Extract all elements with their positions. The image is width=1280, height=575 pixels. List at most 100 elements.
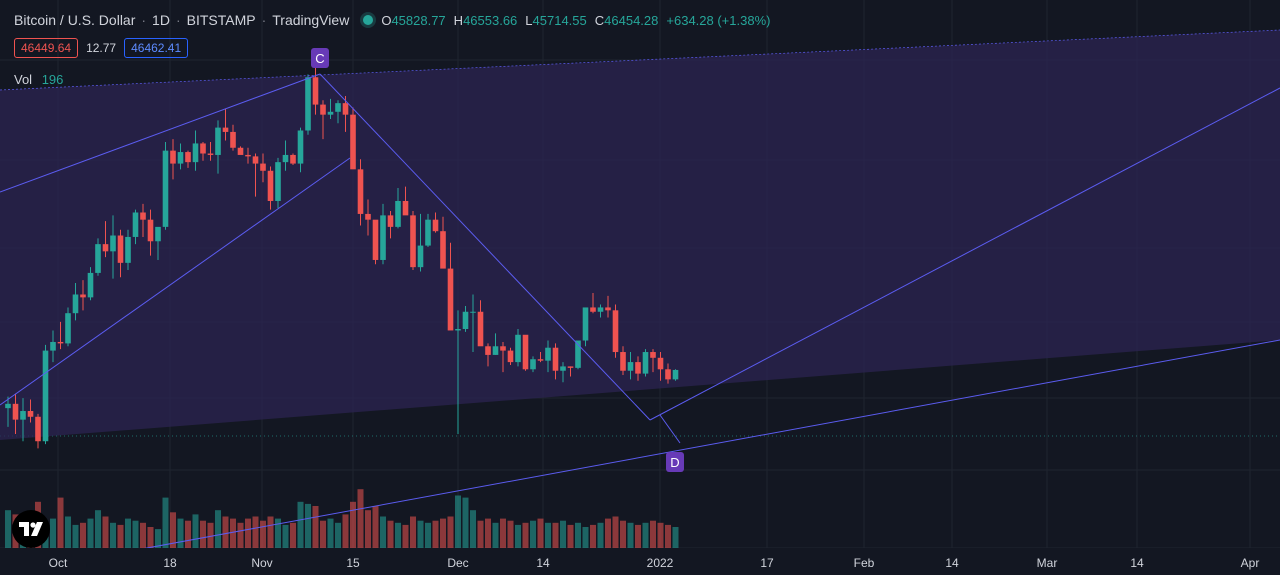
candle-body[interactable] <box>492 346 499 355</box>
candle-body[interactable] <box>567 366 574 368</box>
candle-body[interactable] <box>440 231 446 269</box>
candle-body[interactable] <box>320 104 326 115</box>
candle-body[interactable] <box>477 311 484 347</box>
candle-body[interactable] <box>560 366 566 371</box>
candle-body[interactable] <box>5 403 11 409</box>
candle-body[interactable] <box>627 362 634 371</box>
pattern-line[interactable] <box>0 29 1280 91</box>
interval-label[interactable]: 1D <box>152 12 170 28</box>
candle-body[interactable] <box>350 114 356 170</box>
candle-body[interactable] <box>297 130 304 164</box>
candle-body[interactable] <box>402 200 409 216</box>
pattern-line[interactable] <box>659 414 681 444</box>
candle-body[interactable] <box>42 350 49 442</box>
candle-body[interactable] <box>432 219 439 232</box>
candle-body[interactable] <box>620 352 626 371</box>
candle-body[interactable] <box>545 347 551 361</box>
candle-body[interactable] <box>582 307 589 341</box>
candle-body[interactable] <box>305 77 311 131</box>
candle-body[interactable] <box>665 369 671 380</box>
candle-body[interactable] <box>222 127 229 132</box>
candle-body[interactable] <box>132 212 139 237</box>
candle-body[interactable] <box>395 200 401 227</box>
candle-body[interactable] <box>155 226 161 242</box>
candle-body[interactable] <box>245 154 251 157</box>
candle-body[interactable] <box>162 150 169 227</box>
pattern-label-c[interactable]: C <box>311 48 329 68</box>
candle-body[interactable] <box>282 154 289 163</box>
candle-body[interactable] <box>605 307 611 311</box>
candle-body[interactable] <box>372 219 379 260</box>
symbol-name[interactable]: Bitcoin / U.S. Dollar <box>14 12 136 28</box>
candle-body[interactable] <box>35 416 41 442</box>
candle-body[interactable] <box>57 341 64 344</box>
candle-body[interactable] <box>230 131 236 148</box>
candle-body[interactable] <box>237 147 244 155</box>
candle-body[interactable] <box>117 235 124 263</box>
candle-body[interactable] <box>530 359 536 370</box>
candle-body[interactable] <box>342 103 349 115</box>
candle-body[interactable] <box>327 111 334 115</box>
candle-body[interactable] <box>507 350 514 363</box>
candle-body[interactable] <box>552 347 559 371</box>
pattern-line[interactable] <box>0 339 1280 575</box>
candle-body[interactable] <box>470 311 476 313</box>
candle-body[interactable] <box>102 244 109 252</box>
candle-body[interactable] <box>170 150 176 164</box>
candle-body[interactable] <box>80 294 86 298</box>
candle-body[interactable] <box>522 334 529 370</box>
candle-body[interactable] <box>50 341 56 351</box>
candle-body[interactable] <box>642 352 649 374</box>
pattern-line[interactable] <box>649 87 1280 421</box>
candle-body[interactable] <box>365 213 371 220</box>
candle-body[interactable] <box>125 236 131 263</box>
candle-body[interactable] <box>380 215 386 260</box>
pattern-line[interactable] <box>0 157 351 406</box>
candle-body[interactable] <box>20 411 26 420</box>
candle-body[interactable] <box>215 127 221 155</box>
pattern-line[interactable] <box>0 73 321 193</box>
candle-body[interactable] <box>110 235 116 252</box>
candle-body[interactable] <box>95 244 101 273</box>
candle-body[interactable] <box>417 245 424 268</box>
sell-price-button[interactable]: 46449.64 <box>14 38 79 58</box>
candle-body[interactable] <box>672 369 679 380</box>
candle-body[interactable] <box>140 212 146 220</box>
candle-body[interactable] <box>147 219 154 242</box>
candle-body[interactable] <box>590 307 596 312</box>
candle-body[interactable] <box>12 403 19 420</box>
candle-body[interactable] <box>387 215 394 227</box>
candle-body[interactable] <box>267 170 274 201</box>
candle-body[interactable] <box>485 346 491 355</box>
candle-body[interactable] <box>207 153 214 155</box>
candle-body[interactable] <box>447 268 454 331</box>
candle-body[interactable] <box>575 340 581 368</box>
candle-body[interactable] <box>192 143 199 163</box>
candle-body[interactable] <box>312 77 319 105</box>
candle-body[interactable] <box>635 362 641 374</box>
candle-body[interactable] <box>200 143 206 154</box>
candle-body[interactable] <box>455 329 461 331</box>
candle-body[interactable] <box>612 310 619 353</box>
pattern-label-d[interactable]: D <box>666 452 684 472</box>
candle-body[interactable] <box>410 215 416 268</box>
candle-body[interactable] <box>500 346 506 351</box>
candle-body[interactable] <box>185 152 191 163</box>
candle-body[interactable] <box>462 311 469 330</box>
candle-body[interactable] <box>275 162 281 201</box>
candle-body[interactable] <box>252 156 259 164</box>
candle-body[interactable] <box>650 352 656 358</box>
candle-body[interactable] <box>65 313 71 344</box>
candle-body[interactable] <box>260 163 266 171</box>
candle-body[interactable] <box>357 169 364 214</box>
candle-body[interactable] <box>177 152 184 164</box>
candle-body[interactable] <box>72 294 79 314</box>
candle-body[interactable] <box>425 219 431 246</box>
pattern-line[interactable] <box>319 73 651 421</box>
buy-price-button[interactable]: 46462.41 <box>124 38 189 58</box>
candle-body[interactable] <box>87 272 94 298</box>
candle-body[interactable] <box>27 411 34 417</box>
candle-body[interactable] <box>597 307 604 312</box>
candle-body[interactable] <box>515 334 521 363</box>
